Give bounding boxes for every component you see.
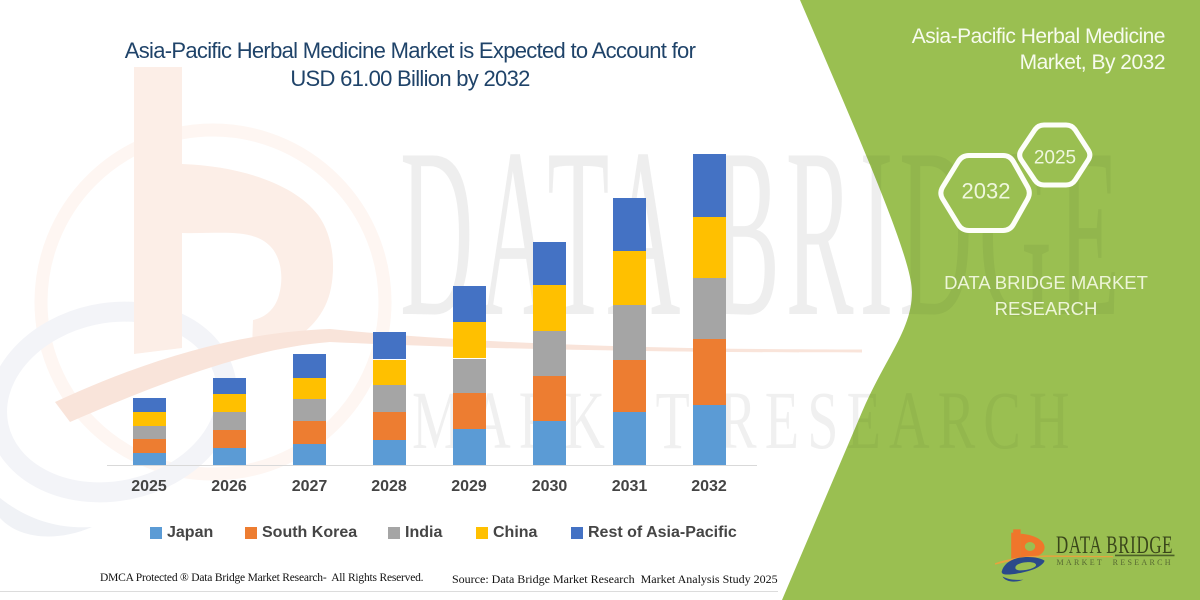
svg-text:2032: 2032 <box>962 179 1011 204</box>
svg-text:2025: 2025 <box>1034 148 1076 169</box>
